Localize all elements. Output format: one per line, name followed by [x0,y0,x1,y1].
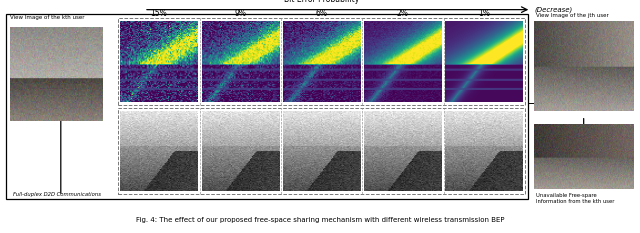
Text: 2%: 2% [397,9,409,18]
Text: Fig. 4: The effect of our proposed free-space sharing mechanism with different w: Fig. 4: The effect of our proposed free-… [136,217,504,223]
Text: 15%: 15% [150,9,168,18]
Text: 6%: 6% [316,9,328,18]
Text: Bit Error Probability: Bit Error Probability [284,0,359,4]
Text: Matching Results: Matching Results [124,129,129,174]
Text: (Decrease): (Decrease) [534,6,573,13]
Text: View Image of the kth user: View Image of the kth user [10,15,84,20]
Text: Full-duplex D2D Communications: Full-duplex D2D Communications [13,192,101,197]
Text: 1%: 1% [478,9,490,18]
Text: Unavailable Free-spare
Information from the kth user: Unavailable Free-spare Information from … [536,193,614,204]
Text: Free-space Information
Obtained at the jth User: Free-space Information Obtained at the j… [124,31,134,92]
Text: View Image of the jth user: View Image of the jth user [536,13,609,17]
Text: 9%: 9% [234,9,246,18]
